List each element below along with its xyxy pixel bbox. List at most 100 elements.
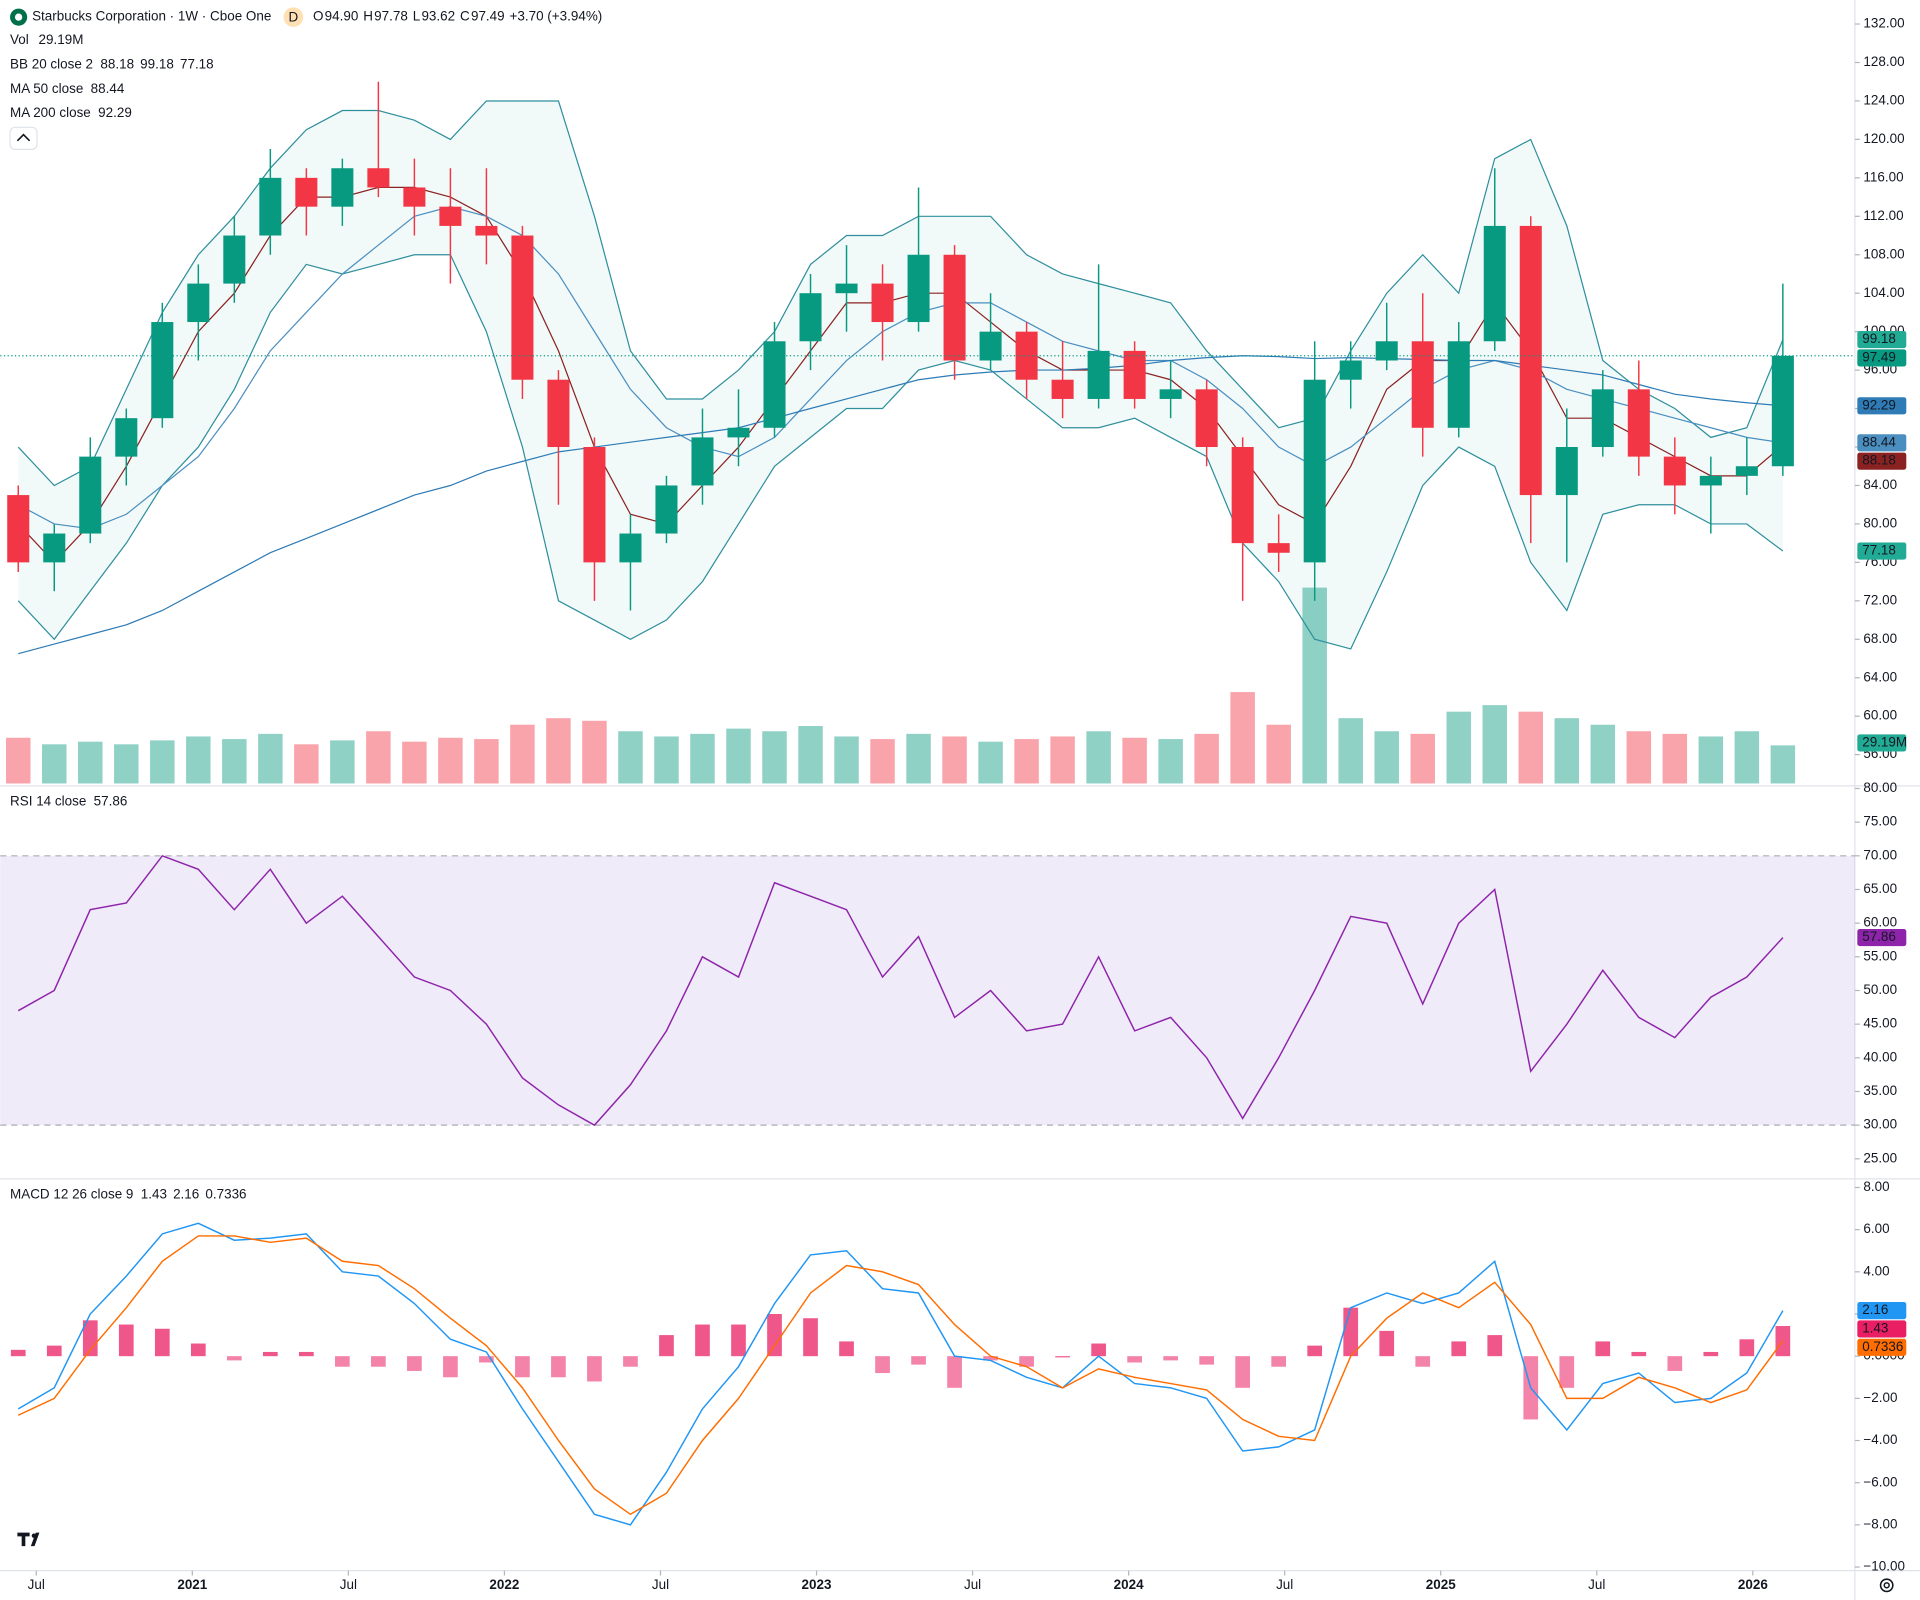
macd-histogram-bar [1091, 1343, 1106, 1357]
y-tick-label: 64.00 [1863, 669, 1897, 684]
candle-body [1555, 447, 1578, 496]
ohlc-key: C [460, 9, 470, 24]
y-tick-label: 116.00 [1863, 169, 1903, 184]
candle-body [1123, 350, 1146, 399]
candle-body [835, 283, 858, 294]
price-tag-label: 99.18 [1862, 331, 1896, 346]
macd-histogram-bar [1595, 1341, 1611, 1357]
legend-value: 2.16 [173, 1186, 199, 1201]
macd-histogram-bar [731, 1324, 746, 1357]
rsi-line [17, 854, 1784, 1127]
price-tag-label: 88.18 [1862, 453, 1896, 468]
volume-bar [1770, 745, 1796, 784]
candle-body [1159, 389, 1182, 399]
legend-value: 99.18 [140, 56, 174, 71]
tradingview-logo[interactable] [17, 1532, 40, 1547]
macd-histogram-bar [1631, 1351, 1647, 1357]
y-tick-label: 60.00 [1863, 708, 1897, 723]
macd-histogram-bar [1703, 1351, 1719, 1357]
macd-histogram-bar [875, 1356, 890, 1374]
x-tick-label: Jul [1276, 1577, 1293, 1592]
candle-body [1339, 360, 1362, 380]
moving-average [17, 206, 1783, 530]
y-tick-label: 35.00 [1863, 1083, 1897, 1098]
y-tick-label: −6.00 [1863, 1474, 1897, 1489]
volume-bar [1122, 737, 1147, 784]
macd-histogram-bar [118, 1324, 134, 1357]
volume-bar [330, 740, 355, 784]
volume-bar [510, 724, 535, 784]
ohlc-value: 93.62 [421, 9, 455, 24]
price-tag [1857, 434, 1907, 452]
ohlc-key: H [363, 9, 373, 24]
legend-value: 0.7336 [205, 1186, 246, 1201]
legend-label: MA 200 close [10, 105, 91, 120]
macd-histogram-bar [1235, 1356, 1251, 1388]
x-tick-label: Jul [1588, 1577, 1605, 1592]
volume-bar [1158, 739, 1183, 784]
price-tag-label: 0.7336 [1862, 1339, 1903, 1354]
price-tag [1857, 349, 1907, 367]
candle-body [1303, 379, 1326, 563]
macd-histogram-bar [515, 1356, 530, 1378]
x-tick-label: 2026 [1738, 1577, 1768, 1592]
candle-body [1771, 355, 1794, 467]
y-tick-label: 108.00 [1863, 246, 1904, 261]
settings-button[interactable] [1879, 1578, 1894, 1593]
macd-histogram-bar [1487, 1335, 1503, 1357]
macd-histogram-bar [262, 1351, 278, 1357]
candle-body [1627, 389, 1650, 457]
volume-bar [1194, 733, 1219, 784]
macd-histogram-bar [371, 1356, 386, 1367]
macd-histogram-bar [803, 1318, 818, 1357]
y-tick-label: 84.00 [1863, 477, 1897, 492]
candle-body [1663, 456, 1686, 486]
volume-bar [1482, 705, 1507, 784]
candle-body [979, 331, 1002, 361]
candle-body [583, 447, 606, 563]
y-tick-label: 132.00 [1863, 16, 1904, 31]
ohlc-key: O [313, 9, 323, 24]
candle-body [43, 533, 66, 563]
price-tag [1857, 1320, 1907, 1338]
candle-body [223, 235, 246, 284]
volume-bar [798, 726, 823, 784]
bollinger-band [18, 100, 1783, 649]
volume-bar [1446, 711, 1471, 784]
legend-value: 29.19M [39, 32, 84, 47]
macd-histogram-bar [82, 1320, 98, 1357]
legend-label: Vol [10, 32, 29, 47]
y-tick-label: 45.00 [1863, 1016, 1897, 1031]
y-tick-label: 8.00 [1863, 1179, 1889, 1194]
volume-bar [474, 739, 499, 784]
macd-histogram-bar [551, 1356, 566, 1378]
price-tag-label: 77.18 [1862, 543, 1896, 558]
price-tag [1857, 542, 1907, 560]
candle-body [403, 187, 426, 207]
price-tag-label: 92.29 [1862, 397, 1896, 412]
macd-histogram-bar [1055, 1356, 1070, 1358]
x-tick-label: Jul [28, 1577, 45, 1592]
y-tick-label: 72.00 [1863, 592, 1897, 607]
volume-bar [834, 736, 859, 784]
legend-label: RSI 14 close [10, 793, 86, 808]
change-value: +3.70 (+3.94%) [510, 9, 603, 24]
volume-bar [978, 741, 1003, 784]
ohlc-value: 97.78 [374, 9, 408, 24]
interval-badge [283, 7, 304, 27]
macd-histogram-bar [443, 1356, 458, 1378]
legend-label: BB 20 close 2 [10, 56, 93, 71]
candle-body [1087, 350, 1110, 399]
y-tick-label: 6.00 [1863, 1221, 1889, 1236]
volume-bar [222, 739, 247, 784]
volume-bar [1518, 711, 1544, 784]
volume-bar [42, 744, 67, 784]
candle-body [295, 177, 318, 207]
candle-body [1195, 389, 1218, 448]
y-tick-label: 75.00 [1863, 814, 1897, 829]
candle-body [1483, 225, 1506, 342]
legend-value: 77.18 [180, 56, 214, 71]
volume-bar [762, 731, 787, 784]
collapse-button[interactable] [9, 126, 38, 150]
candle-body [439, 206, 462, 226]
